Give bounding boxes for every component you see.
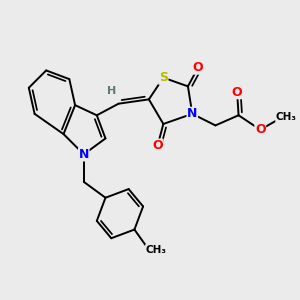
- Text: CH₃: CH₃: [146, 245, 167, 255]
- Text: O: O: [152, 139, 163, 152]
- Text: N: N: [187, 107, 197, 120]
- Text: S: S: [159, 71, 168, 84]
- Text: CH₃: CH₃: [276, 112, 297, 122]
- Text: O: O: [255, 123, 266, 136]
- Text: N: N: [79, 148, 89, 161]
- Text: O: O: [193, 61, 203, 74]
- Text: H: H: [106, 86, 116, 96]
- Text: O: O: [232, 85, 242, 99]
